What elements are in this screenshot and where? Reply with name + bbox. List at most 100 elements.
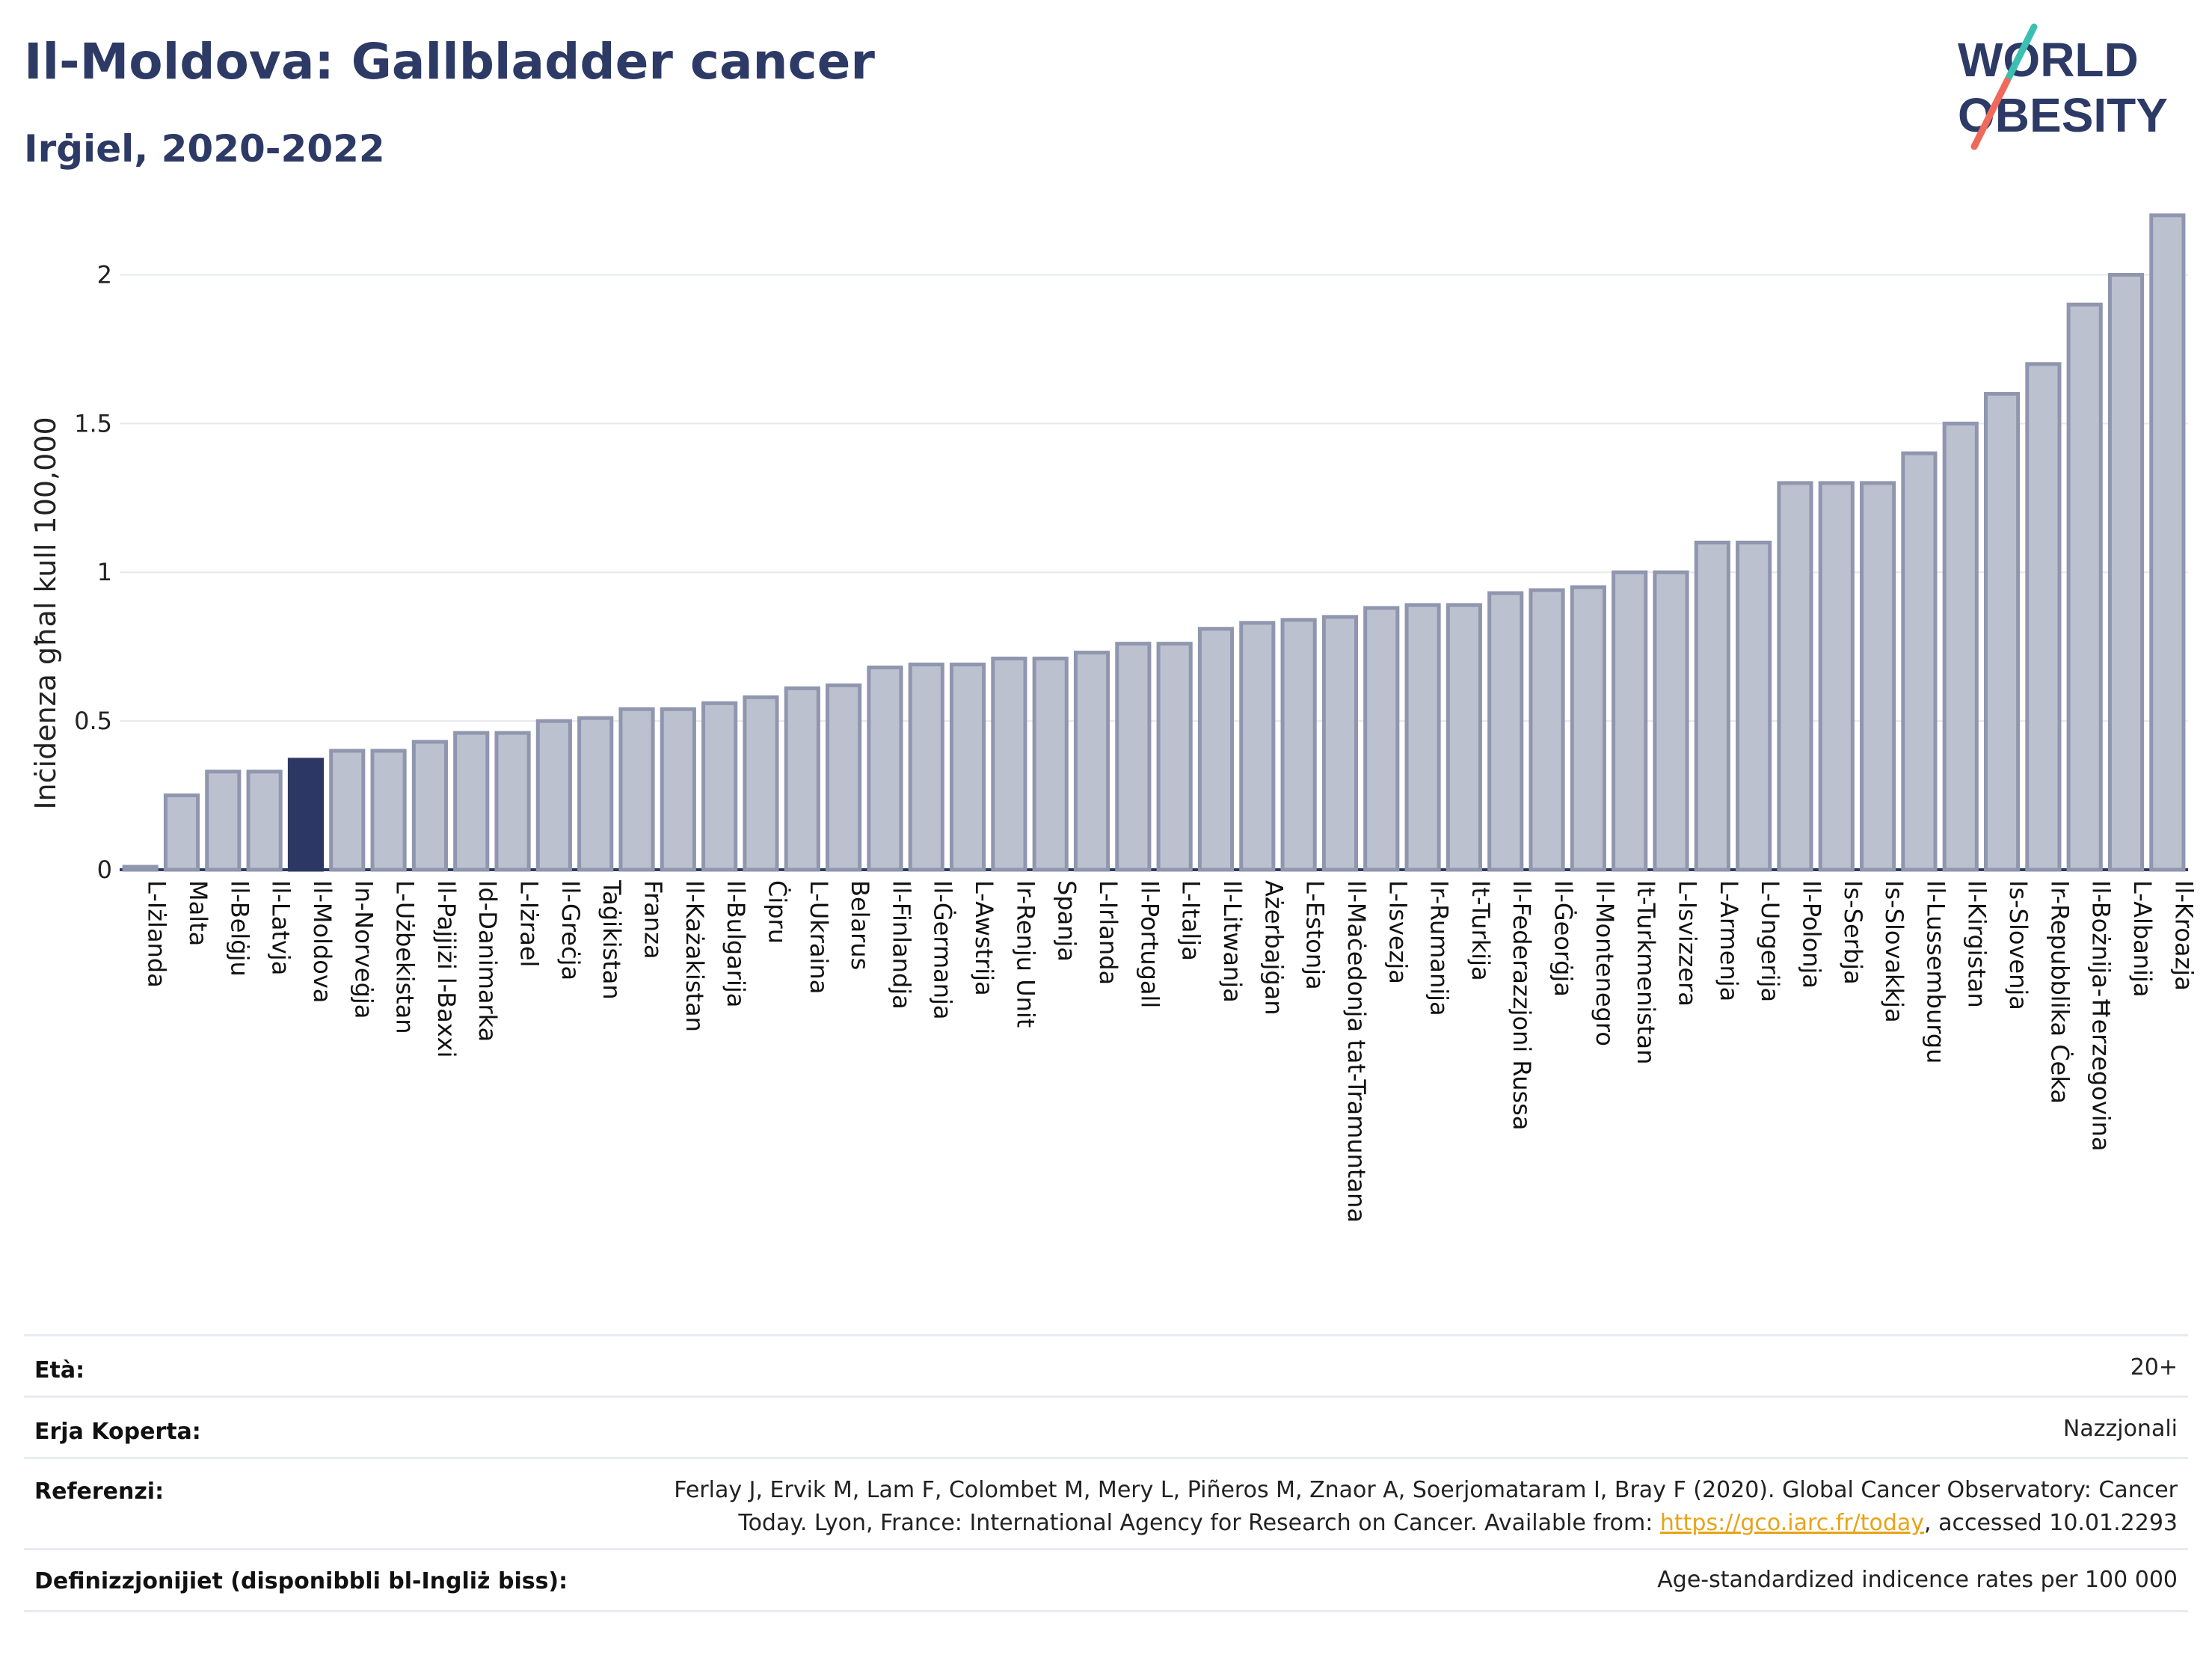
logo-stroke-teal bbox=[2003, 23, 2038, 85]
bar bbox=[2066, 302, 2103, 872]
category-label: L-Italja bbox=[1177, 880, 1205, 961]
meta-value-definitions: Age-standardized indicence rates per 100… bbox=[1657, 1567, 2178, 1593]
category-label: Il-Portugall bbox=[1135, 880, 1164, 1008]
category-label: Franza bbox=[639, 880, 668, 959]
meta-key-coverage: Erja Koperta: bbox=[34, 1419, 201, 1445]
references-line1: Ferlay J, Ervik M, Lam F, Colombet M, Me… bbox=[674, 1477, 2178, 1503]
category-label: Il-Finlandja bbox=[887, 880, 915, 1010]
category-label: Il-Belġju bbox=[225, 880, 254, 977]
meta-row-references: Referenzi: Ferlay J, Ervik M, Lam F, Col… bbox=[24, 1457, 2188, 1547]
category-label: Id-Danimarka bbox=[473, 880, 502, 1042]
y-tick-label: 0 bbox=[97, 856, 112, 884]
category-label: Il-Maċedonja tat-Tramuntana bbox=[1342, 880, 1371, 1223]
category-label: L-Iżrael bbox=[515, 880, 544, 967]
category-label: Ir-Renju Unit bbox=[1011, 880, 1039, 1028]
category-label: Ċipru bbox=[763, 880, 791, 944]
bar bbox=[329, 749, 366, 872]
world-obesity-logo: WORLD OBESITY bbox=[1958, 23, 2168, 150]
y-tick-labels: 0 0.5 1 1.5 2 bbox=[74, 260, 112, 884]
category-label: Il-Lussemburgu bbox=[1921, 880, 1950, 1063]
y-tick-label: 0.5 bbox=[74, 707, 112, 735]
category-label: L-Isvezja bbox=[1383, 880, 1412, 984]
y-tick-label: 1 bbox=[97, 558, 112, 586]
bar bbox=[949, 663, 986, 872]
category-label: Malta bbox=[184, 880, 212, 946]
y-axis-label: Inċidenza għal kull 100,000 bbox=[29, 417, 62, 809]
bar bbox=[618, 707, 655, 872]
category-label: Il-Ġermanja bbox=[929, 880, 957, 1020]
bar bbox=[453, 731, 490, 872]
category-label: Il-Kroazja bbox=[2169, 880, 2198, 991]
category-label: Ir-Rumanija bbox=[1425, 880, 1454, 1016]
bar bbox=[1612, 570, 1648, 872]
category-label: Il-Moldova bbox=[308, 880, 337, 1003]
category-label: Il-Latvja bbox=[267, 880, 295, 975]
category-label: Ażerbajġan bbox=[1259, 880, 1288, 1016]
bar bbox=[370, 749, 407, 872]
category-label: L-Iżlanda bbox=[143, 880, 171, 988]
bar bbox=[2025, 362, 2062, 872]
category-label: Il-Kirgistan bbox=[1963, 880, 1991, 1008]
bar bbox=[1736, 540, 1772, 872]
bar bbox=[1197, 627, 1235, 872]
category-label: Is-Slovenja bbox=[2004, 880, 2033, 1010]
bar bbox=[1653, 570, 1689, 872]
bar bbox=[908, 663, 944, 872]
page-subtitle: Irġiel, 2020-2022 bbox=[24, 127, 385, 171]
category-label: Taġikistan bbox=[597, 879, 626, 1000]
bar bbox=[784, 686, 820, 872]
bar bbox=[743, 695, 779, 872]
category-labels: L-Iżlanda Malta Il-Belġju Il-Latvja Il-Moldo… bbox=[143, 879, 2199, 1223]
meta-key-age: Età: bbox=[34, 1357, 85, 1384]
category-label: Ir-Repubblika Ċeka bbox=[2045, 880, 2074, 1104]
bar bbox=[701, 701, 738, 872]
meta-row-definitions: Definizzjonijiet (disponibbli bl-Ingliż … bbox=[24, 1548, 2188, 1612]
category-label: Il-Każakistan bbox=[681, 880, 709, 1032]
bar bbox=[2107, 272, 2145, 872]
meta-value-age: 20+ bbox=[2130, 1354, 2178, 1381]
bar bbox=[1321, 615, 1359, 872]
bar bbox=[1983, 392, 2021, 872]
bar bbox=[1818, 481, 1855, 872]
bar bbox=[494, 731, 531, 872]
bar bbox=[1073, 651, 1110, 872]
category-label: Il-Litwanja bbox=[1218, 880, 1247, 1003]
references-line2: Today. Lyon, France: International Agenc… bbox=[674, 1507, 2178, 1540]
bar bbox=[1529, 588, 1565, 872]
category-label: Il-Bulgarija bbox=[722, 880, 750, 1007]
category-label: Spanja bbox=[1053, 880, 1081, 962]
category-label: Il-Ġeorġja bbox=[1549, 880, 1578, 997]
bar bbox=[1280, 618, 1317, 872]
page-title: Il-Moldova: Gallbladder cancer bbox=[24, 33, 875, 90]
bar bbox=[163, 793, 200, 872]
logo-stroke-coral bbox=[1970, 77, 2011, 150]
bar bbox=[1115, 642, 1152, 872]
logo-line1: WORLD bbox=[1958, 33, 2139, 87]
meta-value-coverage: Nazzjonali bbox=[2062, 1416, 2178, 1442]
meta-value-references: Ferlay J, Ervik M, Lam F, Colombet M, Me… bbox=[674, 1474, 2178, 1540]
bar bbox=[660, 707, 696, 872]
category-label: Il-Greċja bbox=[556, 880, 585, 980]
bar bbox=[867, 666, 903, 872]
bar bbox=[1901, 451, 1938, 872]
category-label: L-Irlanda bbox=[1094, 880, 1122, 985]
category-label: L-Estonja bbox=[1301, 880, 1330, 990]
bar bbox=[1694, 540, 1730, 872]
bar bbox=[1487, 591, 1524, 872]
category-label: L-Armenja bbox=[1715, 880, 1743, 1001]
y-tick-label: 1.5 bbox=[74, 409, 112, 437]
category-label: Belarus bbox=[846, 880, 874, 970]
category-label: Il-Polonja bbox=[1797, 880, 1825, 989]
bar bbox=[1032, 657, 1069, 872]
bar bbox=[1363, 606, 1400, 872]
bar bbox=[1860, 481, 1896, 872]
bar bbox=[535, 719, 572, 872]
category-label: L-Ungerija bbox=[1756, 880, 1784, 1002]
category-label: Il-Bożnija-Ħerzegovina bbox=[2087, 880, 2116, 1152]
meta-key-definitions: Definizzjonijiet (disponibbli bl-Ingliż … bbox=[34, 1568, 568, 1594]
category-label: It-Turkija bbox=[1466, 880, 1495, 981]
category-label: L-Albanija bbox=[2128, 880, 2157, 997]
references-link[interactable]: https://gco.iarc.fr/today bbox=[1659, 1510, 1925, 1536]
bar bbox=[205, 770, 242, 872]
category-label: Il-Pajjiżi l-Baxxi bbox=[432, 880, 461, 1058]
